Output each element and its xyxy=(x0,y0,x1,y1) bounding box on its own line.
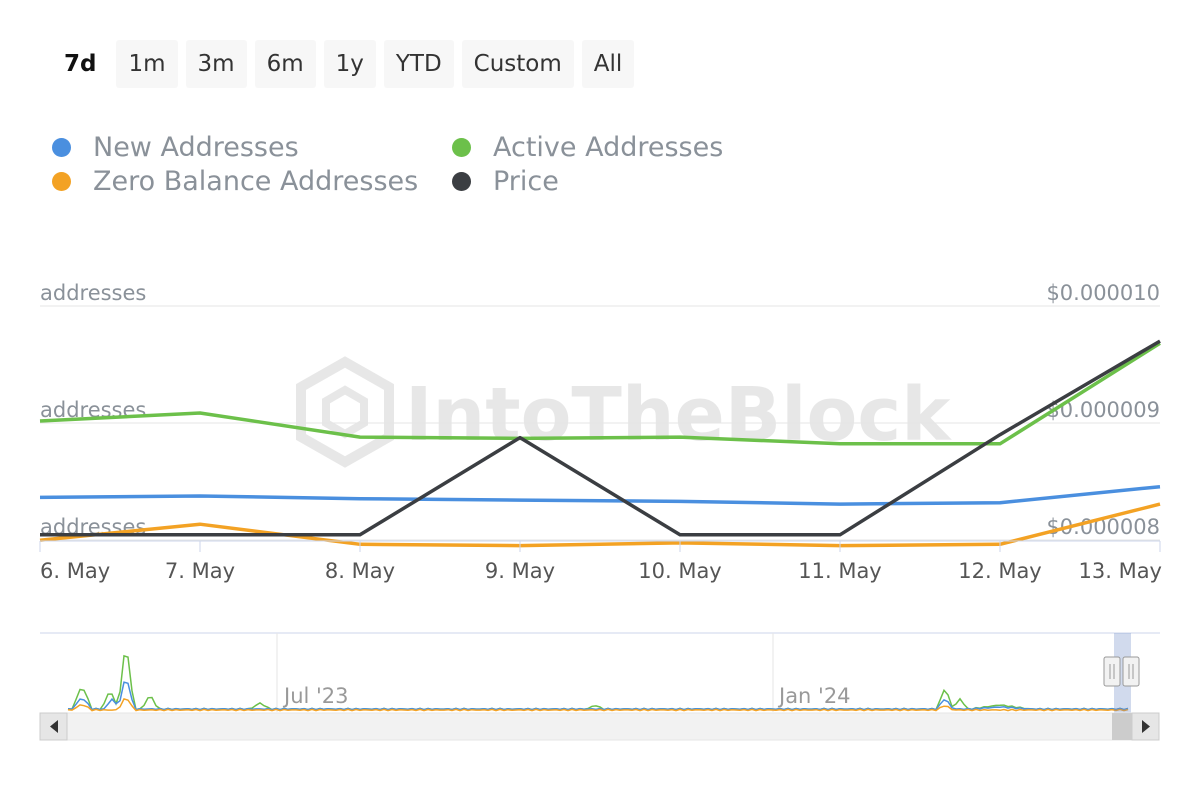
legend-item-active-addresses[interactable]: Active Addresses xyxy=(452,132,723,163)
range-selector: 7d 1m 3m 6m 1y YTD Custom All xyxy=(52,40,635,88)
scrollbar-right-arrow[interactable] xyxy=(1131,712,1160,741)
range-1y-button[interactable]: 1y xyxy=(323,40,376,88)
legend-label: Zero Balance Addresses xyxy=(93,166,419,197)
navigator-handle-right[interactable] xyxy=(1122,656,1140,687)
watermark: IntoTheBlock xyxy=(296,356,952,468)
y-left-tick-label: addresses xyxy=(40,281,146,305)
legend-dot-icon xyxy=(452,172,471,191)
series-line-price xyxy=(40,339,1161,537)
scrollbar-thumb[interactable] xyxy=(1112,713,1133,740)
x-tick-label: 6. May xyxy=(40,559,110,583)
range-6m-button[interactable]: 6m xyxy=(254,40,316,88)
range-ytd-button[interactable]: YTD xyxy=(383,40,454,88)
navigator-handle-left[interactable] xyxy=(1103,656,1121,687)
x-tick-label: 10. May xyxy=(638,559,722,583)
legend-item-zero-balance-addresses[interactable]: Zero Balance Addresses xyxy=(52,166,418,197)
range-custom-button[interactable]: Custom xyxy=(461,40,574,88)
navigator: Jul '23 Jan '24 xyxy=(39,632,1160,741)
series-line-zero-balance-addresses xyxy=(39,502,1161,548)
range-1m-button[interactable]: 1m xyxy=(116,40,178,88)
series-line-active-addresses xyxy=(39,341,1161,446)
y-right-tick-label: $0.000010 xyxy=(1046,281,1160,305)
navigator-series-new xyxy=(67,681,1129,711)
watermark-logo-icon xyxy=(296,356,394,468)
legend-dot-icon xyxy=(52,138,71,157)
legend-dot-icon xyxy=(52,172,71,191)
navigator-series-active xyxy=(67,654,1129,711)
range-all-button[interactable]: All xyxy=(581,40,635,88)
x-tick-label: 11. May xyxy=(798,559,882,583)
series-line-new-addresses xyxy=(39,484,1161,506)
x-tick-label: 12. May xyxy=(958,559,1042,583)
main-chart: IntoTheBlock addressesaddressesaddresses… xyxy=(39,281,1163,583)
x-tick-label: 13. May xyxy=(1079,559,1163,583)
legend-item-price[interactable]: Price xyxy=(452,166,559,197)
navigator-label-jul23: Jul '23 xyxy=(282,684,349,708)
arrow-left-icon xyxy=(50,720,58,733)
x-tick-label: 8. May xyxy=(325,559,395,583)
x-tick-label: 7. May xyxy=(165,559,235,583)
navigator-series-zero xyxy=(67,698,1129,712)
scrollbar-left-arrow[interactable] xyxy=(39,712,68,741)
legend-label: New Addresses xyxy=(93,132,299,163)
legend-dot-icon xyxy=(452,138,471,157)
legend-item-new-addresses[interactable]: New Addresses xyxy=(52,132,299,163)
y-right-tick-label: $0.000009 xyxy=(1046,398,1160,422)
legend-label: Price xyxy=(493,166,559,197)
range-7d-button[interactable]: 7d xyxy=(52,40,109,88)
legend-label: Active Addresses xyxy=(493,132,724,163)
navigator-label-jan24: Jan '24 xyxy=(777,684,851,708)
x-tick-label: 9. May xyxy=(485,559,555,583)
arrow-right-icon xyxy=(1142,720,1150,733)
range-3m-button[interactable]: 3m xyxy=(185,40,247,88)
scrollbar-track[interactable] xyxy=(39,712,1160,741)
